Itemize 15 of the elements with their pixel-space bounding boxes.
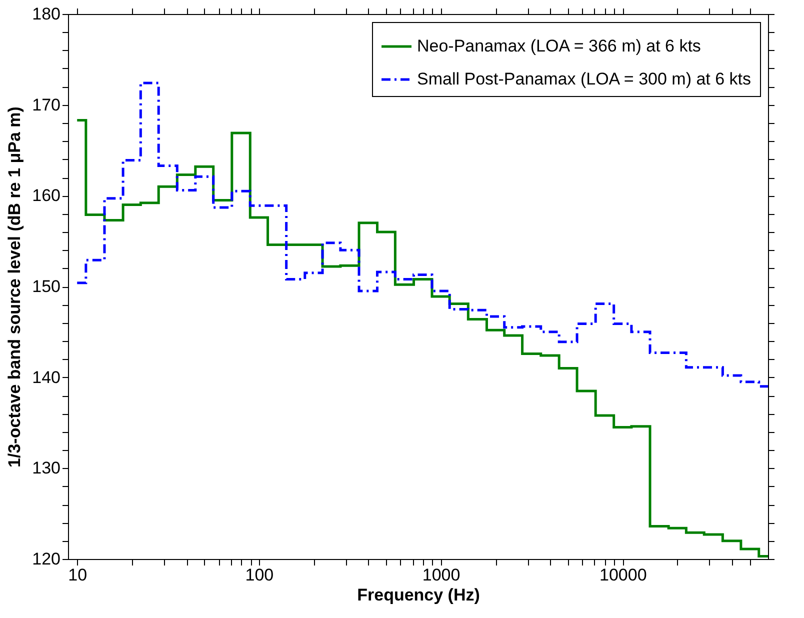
y-tick-label: 160 (32, 186, 60, 206)
y-tick-label: 150 (32, 277, 60, 296)
legend-label: Small Post-Panamax (LOA = 300 m) at 6 kts (417, 70, 751, 88)
x-tick-label: 100 (245, 566, 274, 584)
x-tick-label: 10000 (600, 566, 647, 584)
x-tick-label: 1000 (422, 566, 460, 584)
x-axis-title: Frequency (Hz) (357, 586, 480, 604)
x-tick-label: 10 (68, 566, 88, 584)
y-tick-label: 180 (32, 4, 60, 24)
y-tick-label: 170 (32, 95, 60, 114)
y-axis-title: 1/3-octave band source level (dB re 1 μPa m) (5, 106, 24, 468)
legend-label: Neo-Panamax (LOA = 366 m) at 6 kts (417, 36, 701, 56)
y-tick-label: 140 (32, 368, 60, 387)
y-tick-label: 130 (32, 458, 60, 478)
y-tick-label: 120 (32, 550, 60, 568)
